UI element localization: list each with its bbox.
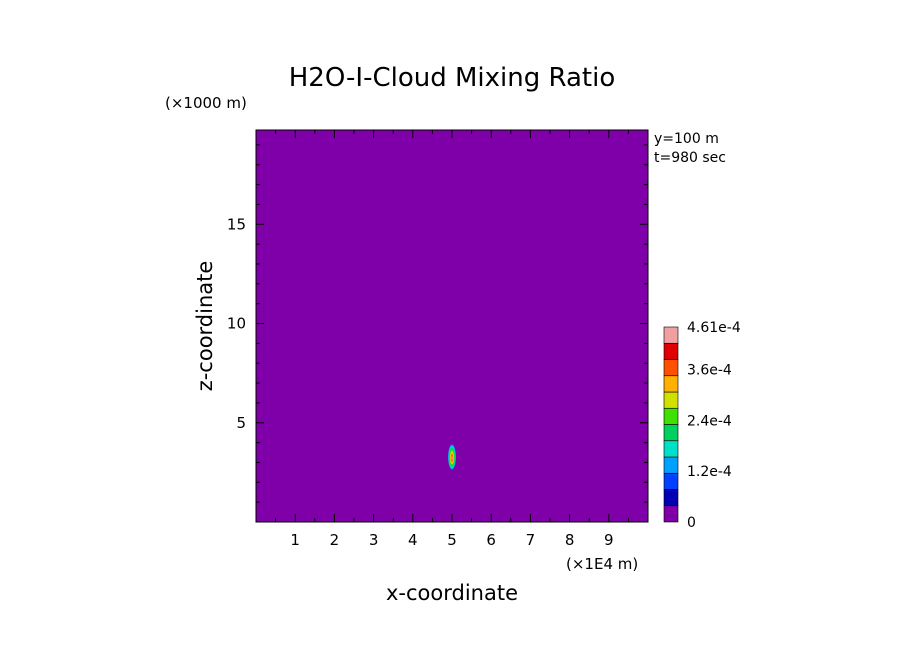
x-tick-label: 4 [408,531,418,549]
annotation-y: y=100 m [654,131,719,147]
x-tick-label: 2 [330,531,340,549]
colorbar-label: 2.4e-4 [687,413,732,429]
y-tick-label: 5 [236,414,246,432]
x-tick-label: 7 [526,531,536,549]
y-axis-label: z-coordinate [193,261,217,392]
colorbar-cell [663,326,679,344]
colorbar-cell [663,375,679,393]
x-axis: 1 2 3 4 5 6 7 8 9 [275,130,629,549]
y-scale-label: (×1000 m) [165,94,247,112]
colorbar-cell [663,505,679,523]
x-scale-label: (×1E4 m) [566,555,638,573]
x-tick-label: 1 [290,531,300,549]
colorbar-cell [663,424,679,442]
x-tick-label: 5 [447,531,457,549]
x-axis-label: x-coordinate [386,581,518,605]
colorbar: 0 1.2e-4 2.4e-4 3.6e-4 4.61e-4 [663,320,741,531]
colorbar-cell [663,359,679,377]
cloud-feature [448,444,456,470]
x-tick-label: 8 [565,531,575,549]
cloud-contour [451,455,453,461]
y-axis: 5 10 15 [227,144,648,503]
colorbar-cell [663,407,679,425]
colorbar-cell [663,391,679,409]
chart-title: H2O-I-Cloud Mixing Ratio [289,63,616,93]
colorbar-cell [663,489,679,507]
colorbar-label: 4.61e-4 [687,320,741,336]
colorbar-cell [663,456,679,474]
colorbar-label: 3.6e-4 [687,363,732,379]
x-tick-label: 9 [604,531,614,549]
colorbar-cell [663,342,679,360]
x-tick-label: 6 [486,531,496,549]
colorbar-label: 1.2e-4 [687,464,732,480]
colorbar-label: 0 [687,515,696,531]
x-tick-label: 3 [369,531,379,549]
annotation-t: t=980 sec [654,150,726,166]
colorbar-cell [663,472,679,490]
y-tick-label: 10 [227,315,246,333]
y-tick-label: 15 [227,215,246,233]
colorbar-cell [663,440,679,458]
